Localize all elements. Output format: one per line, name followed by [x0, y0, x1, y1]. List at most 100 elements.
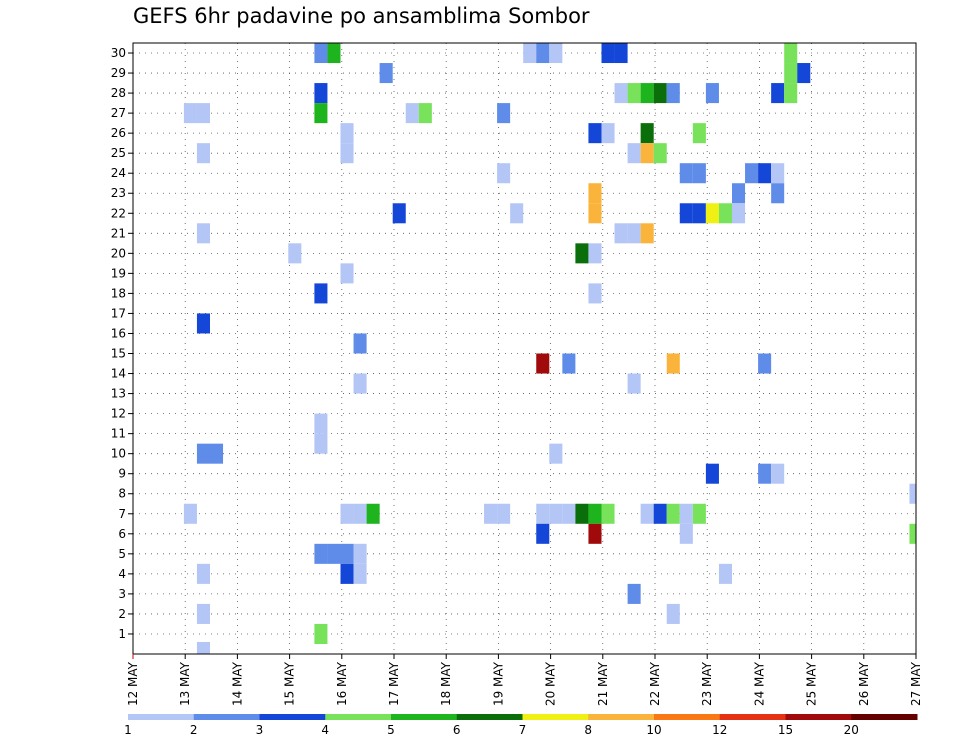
- precip-cell: [653, 503, 667, 524]
- precip-cell: [758, 353, 772, 374]
- precip-cell: [314, 43, 328, 64]
- precip-cell: [745, 163, 759, 184]
- precip-cell: [758, 163, 772, 184]
- colorbar-swatch: [456, 714, 523, 720]
- y-tick-label: 10: [111, 447, 126, 461]
- precip-cell: [718, 563, 732, 584]
- precip-cell: [784, 63, 798, 84]
- precip-cell: [405, 103, 419, 124]
- precip-cell: [692, 123, 706, 144]
- y-tick-label: 30: [111, 46, 126, 60]
- y-tick-label: 9: [118, 467, 126, 481]
- y-tick-label: 8: [118, 487, 126, 501]
- plot-frame: [132, 42, 917, 655]
- precip-cell: [653, 83, 667, 104]
- precip-cell: [640, 123, 654, 144]
- precip-cell: [549, 443, 563, 464]
- precip-cell: [575, 243, 589, 264]
- colorbar-label: 2: [190, 723, 198, 737]
- y-tick-label: 11: [111, 427, 126, 441]
- x-tick-label: 15 MAY: [283, 661, 297, 706]
- y-tick-label: 7: [118, 507, 126, 521]
- precip-cell: [536, 503, 550, 524]
- colorbar-swatch: [654, 714, 721, 720]
- colorbar-label: 5: [387, 723, 395, 737]
- precip-cell: [575, 503, 589, 524]
- colorbar-label: 15: [778, 723, 793, 737]
- y-tick-label: 24: [111, 166, 126, 180]
- precip-cell: [562, 503, 576, 524]
- y-tick-label: 16: [111, 326, 126, 340]
- precip-cell: [653, 143, 667, 164]
- precip-cell: [549, 43, 563, 64]
- y-tick-label: 20: [111, 246, 126, 260]
- colorbar-label: 20: [844, 723, 859, 737]
- precip-cell: [771, 183, 785, 204]
- precip-cell: [340, 123, 354, 144]
- precip-cell: [314, 623, 328, 644]
- y-tick-label: 29: [111, 66, 126, 80]
- precip-cell: [314, 543, 328, 564]
- precip-cell: [666, 603, 680, 624]
- precip-cells: [183, 43, 916, 654]
- colorbar-swatch: [193, 714, 260, 720]
- colorbar-swatch: [785, 714, 852, 720]
- y-tick-label: 5: [118, 547, 126, 561]
- colorbar-label: 4: [321, 723, 329, 737]
- precip-cell: [288, 243, 302, 264]
- precip-cell: [497, 503, 511, 524]
- precip-cell: [536, 523, 550, 544]
- precip-cell: [196, 443, 210, 464]
- precip-cell: [614, 43, 628, 64]
- precip-cell: [705, 203, 719, 224]
- x-tick-label: 25 MAY: [805, 661, 819, 706]
- y-axis: 1234567891011121314151617181920212223242…: [111, 46, 133, 641]
- precip-cell: [909, 523, 916, 544]
- precip-cell: [797, 63, 811, 84]
- precip-cell: [392, 203, 406, 224]
- precip-cell: [666, 503, 680, 524]
- precip-cell: [666, 353, 680, 374]
- colorbar-swatch: [259, 714, 326, 720]
- y-tick-label: 26: [111, 126, 126, 140]
- precip-cell: [366, 503, 380, 524]
- grid-lines: [132, 43, 917, 654]
- precip-cell: [536, 43, 550, 64]
- precip-cell: [196, 603, 210, 624]
- precip-cell: [784, 83, 798, 104]
- precip-cell: [314, 103, 328, 124]
- colorbar-swatch: [128, 714, 195, 720]
- precip-cell: [523, 43, 537, 64]
- precip-cell: [327, 43, 341, 64]
- x-tick-label: 12 MAY: [126, 661, 140, 706]
- precip-cell: [353, 543, 367, 564]
- precip-cell: [562, 353, 576, 374]
- precip-cell: [640, 83, 654, 104]
- color-legend: 1 2 3 4 5 6 7 8 10 12 15 20: [124, 714, 918, 737]
- precip-cell: [758, 463, 772, 484]
- precip-cell: [627, 83, 641, 104]
- precip-cell: [196, 143, 210, 164]
- y-tick-label: 25: [111, 146, 126, 160]
- y-tick-label: 28: [111, 86, 126, 100]
- precip-cell: [627, 143, 641, 164]
- precip-cell: [196, 563, 210, 584]
- colorbar-label: 6: [453, 723, 461, 737]
- y-tick-label: 12: [111, 407, 126, 421]
- x-axis: 12 MAY 13 MAY 14 MAY 15 MAY 16 MAY 17 MAY 18 M…: [126, 654, 923, 706]
- precip-cell: [588, 203, 602, 224]
- x-tick-label: 17 MAY: [387, 661, 401, 706]
- precip-cell: [340, 503, 354, 524]
- y-tick-label: 27: [111, 106, 126, 120]
- precip-cell: [666, 83, 680, 104]
- precip-cell: [340, 263, 354, 284]
- y-tick-label: 6: [118, 527, 126, 541]
- precip-cell: [679, 163, 693, 184]
- x-tick-label: 24 MAY: [752, 661, 766, 706]
- y-tick-label: 22: [111, 206, 126, 220]
- y-tick-label: 2: [118, 607, 126, 621]
- precip-cell: [692, 203, 706, 224]
- colorbar-label: 1: [124, 723, 132, 737]
- precip-cell: [588, 523, 602, 544]
